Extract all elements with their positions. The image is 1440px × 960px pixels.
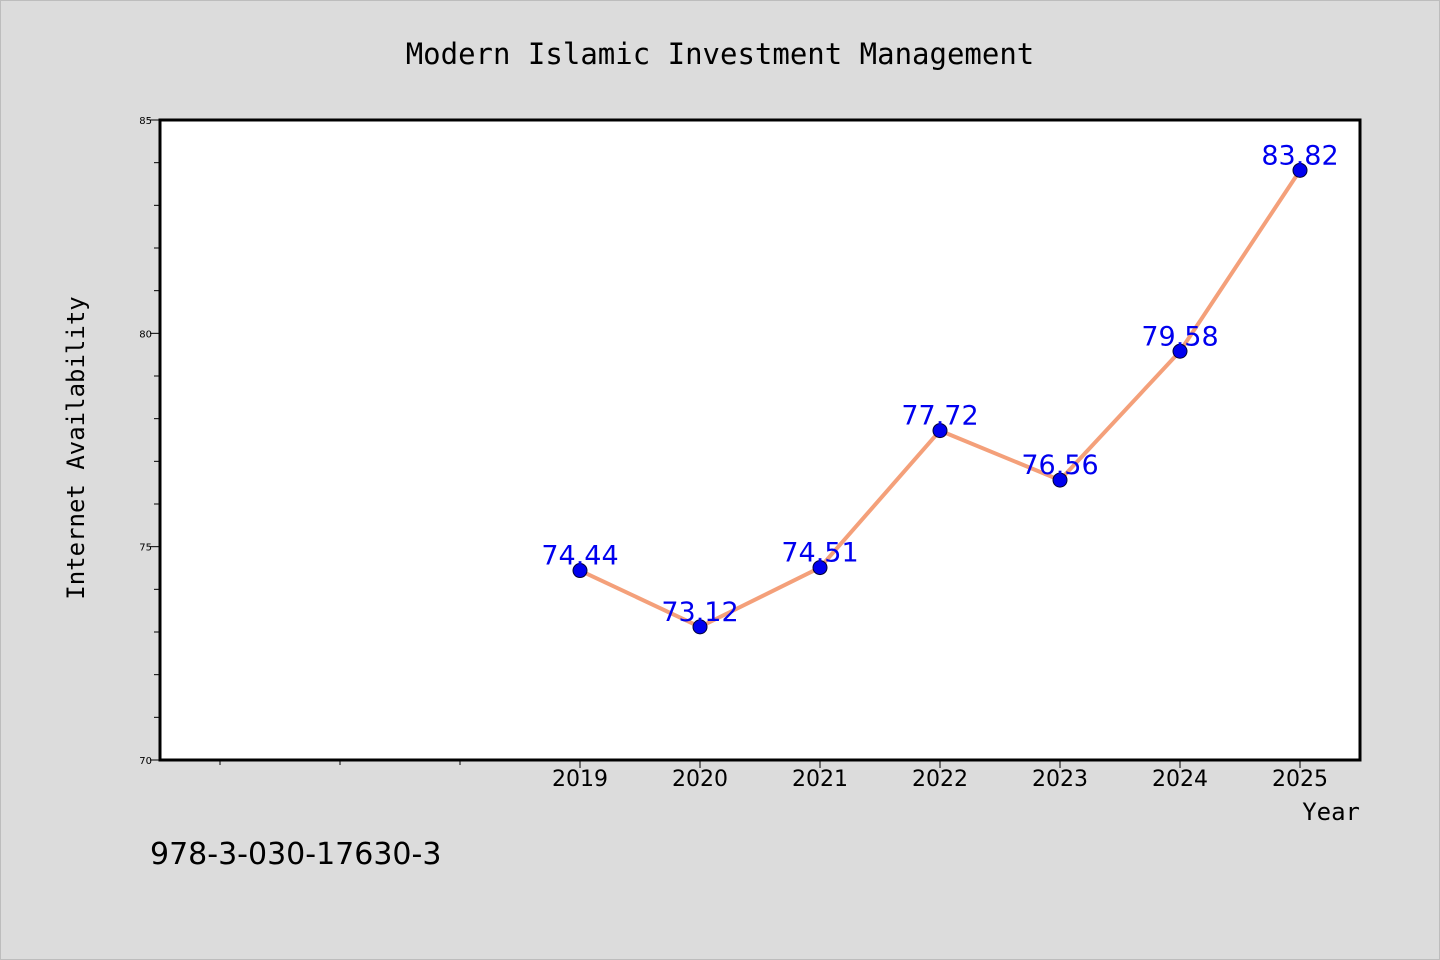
data-point bbox=[692, 619, 708, 635]
data-markers bbox=[572, 162, 1308, 635]
x-tick-label: 2023 bbox=[1032, 767, 1088, 792]
chart-title: Modern Islamic Investment Management bbox=[406, 37, 1035, 71]
data-point bbox=[1292, 162, 1308, 178]
footnote: 978-3-030-17630-3 bbox=[150, 837, 441, 872]
x-tick-label: 2022 bbox=[912, 767, 968, 792]
data-point bbox=[932, 423, 948, 439]
data-label: 77.72 bbox=[901, 401, 978, 432]
data-point bbox=[572, 563, 588, 579]
data-label: 74.44 bbox=[541, 541, 618, 572]
y-tick-label: 80 bbox=[139, 329, 152, 340]
y-tick-label: 70 bbox=[139, 756, 152, 767]
data-label: 79.58 bbox=[1141, 321, 1218, 352]
y-axis-label: Internet Availability bbox=[62, 296, 90, 599]
data-label: 83.82 bbox=[1261, 140, 1338, 171]
data-labels: 74.44 73.12 74.51 77.72 76.56 79.58 83.82 bbox=[541, 140, 1338, 628]
plot-area bbox=[158, 118, 1362, 762]
y-axis-ticks: 70 75 80 85 bbox=[139, 116, 160, 767]
x-tick-label: 2021 bbox=[792, 767, 848, 792]
x-tick-label: 2024 bbox=[1152, 767, 1208, 792]
x-axis-label: Year bbox=[1302, 798, 1360, 826]
x-tick-label: 2019 bbox=[552, 767, 608, 792]
y-tick-label: 75 bbox=[139, 543, 152, 554]
data-point bbox=[812, 560, 828, 576]
data-point bbox=[1052, 472, 1068, 488]
data-point bbox=[1172, 343, 1188, 359]
x-axis-ticks: 2019 2020 2021 2022 2023 2024 2025 bbox=[219, 760, 1328, 792]
data-label: 73.12 bbox=[661, 597, 738, 628]
data-label: 74.51 bbox=[781, 538, 858, 569]
y-tick-label: 85 bbox=[139, 116, 152, 127]
x-tick-label: 2025 bbox=[1272, 767, 1328, 792]
x-tick-label: 2020 bbox=[672, 767, 728, 792]
data-label: 76.56 bbox=[1021, 450, 1098, 481]
